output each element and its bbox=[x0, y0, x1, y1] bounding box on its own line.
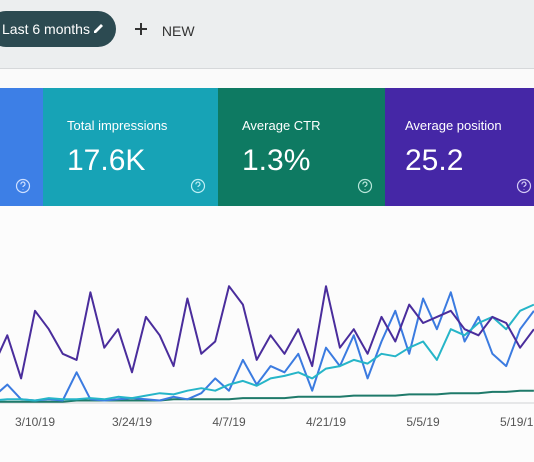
x-tick-label: 5/5/19 bbox=[406, 415, 440, 429]
help-icon bbox=[190, 178, 206, 194]
toolbar: Last 6 months NEW bbox=[0, 0, 534, 69]
help-icon bbox=[516, 178, 532, 194]
card-label: Average position bbox=[405, 118, 502, 133]
series-line bbox=[0, 303, 534, 402]
card-label: Total impressions bbox=[67, 118, 168, 133]
x-tick-label: 4/21/19 bbox=[306, 415, 346, 429]
new-button-label: NEW bbox=[161, 23, 195, 39]
edit-icon bbox=[94, 24, 103, 33]
plus-icon bbox=[135, 23, 147, 35]
x-tick-label: 3/24/19 bbox=[112, 415, 152, 429]
card-value: 25.2 bbox=[405, 144, 464, 177]
ctr-card[interactable]: Average CTR 1.3% bbox=[218, 88, 385, 206]
clicks-card[interactable] bbox=[0, 88, 43, 206]
date-filter-label: Last 6 months bbox=[2, 21, 90, 37]
chart-background bbox=[0, 206, 534, 462]
card-value: 17.6K bbox=[67, 144, 146, 177]
performance-chart: 3/10/19 3/24/19 4/7/19 4/21/19 5/5/19 5/19/19 bbox=[0, 206, 534, 462]
help-icon bbox=[357, 178, 373, 194]
x-tick-label: 4/7/19 bbox=[212, 415, 246, 429]
help-icon bbox=[15, 178, 31, 194]
series-line bbox=[0, 291, 534, 402]
card-value: 1.3% bbox=[242, 144, 311, 177]
new-button[interactable]: NEW bbox=[134, 22, 195, 39]
series-line bbox=[0, 285, 534, 380]
series-line bbox=[0, 389, 534, 403]
impressions-card[interactable]: Total impressions 17.6K bbox=[43, 88, 218, 206]
x-tick-label: 3/10/19 bbox=[15, 415, 55, 429]
date-filter[interactable]: Last 6 months bbox=[0, 11, 116, 47]
card-label: Average CTR bbox=[242, 118, 321, 133]
position-card[interactable]: Average position 25.2 bbox=[385, 88, 534, 206]
x-tick-label: 5/19/19 bbox=[500, 415, 534, 429]
